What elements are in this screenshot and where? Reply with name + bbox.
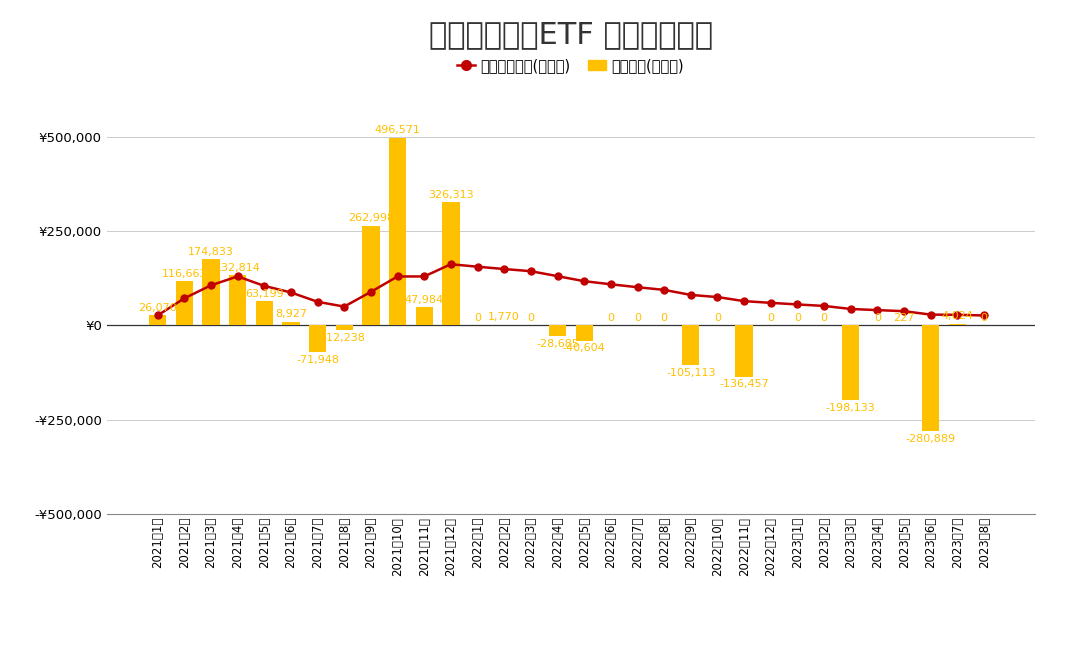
Bar [388,138,407,326]
Text: -198,133: -198,133 [826,403,876,413]
Bar [922,326,939,432]
Text: 174,833: 174,833 [188,246,234,256]
Text: 0: 0 [794,312,801,323]
Text: 116,663: 116,663 [161,269,207,279]
Bar [335,326,353,330]
Bar [735,326,753,377]
Text: 0: 0 [714,312,721,323]
Bar [256,301,273,326]
Bar [362,226,380,326]
Bar [682,326,700,365]
Text: 26,070: 26,070 [139,303,177,313]
Text: 0: 0 [981,312,988,323]
Text: 0: 0 [607,312,615,323]
Bar [282,322,300,326]
Text: 8,927: 8,927 [275,309,307,320]
Text: 0: 0 [874,312,881,323]
Bar [149,316,166,326]
Text: 4,024: 4,024 [941,311,973,321]
Bar [442,202,460,326]
Bar [949,324,966,326]
Bar [495,325,513,326]
Text: 0: 0 [767,312,775,323]
Text: 262,998: 262,998 [348,214,394,223]
Text: 1,770: 1,770 [489,312,520,322]
Text: -12,238: -12,238 [323,333,366,343]
Bar [176,281,193,326]
Text: 63,199: 63,199 [244,289,284,299]
Text: -40,604: -40,604 [562,343,606,353]
Text: 0: 0 [527,312,535,323]
Text: 0: 0 [474,312,481,323]
Bar [308,326,327,353]
Text: 47,984: 47,984 [404,295,444,304]
Text: 0: 0 [821,312,828,323]
Bar [575,326,593,341]
Text: 326,313: 326,313 [428,190,474,200]
Bar [842,326,860,400]
Text: -280,889: -280,889 [906,434,956,444]
Text: 0: 0 [660,312,668,323]
Bar [203,260,220,326]
Bar [229,275,246,326]
Text: -71,948: -71,948 [296,355,339,365]
Text: -105,113: -105,113 [666,368,716,378]
Bar [415,307,433,326]
Bar [548,326,567,336]
Text: 0: 0 [634,312,641,323]
Text: 227: 227 [893,312,914,322]
Text: -28,685: -28,685 [536,339,579,349]
Legend: 平均実現損益(利確額), 実現損益(利確額): 平均実現損益(利確額), 実現損益(利確額) [451,52,690,79]
Title: トライオートETF 月別実現損益: トライオートETF 月別実現損益 [429,20,713,49]
Text: 496,571: 496,571 [375,125,420,135]
Text: 132,814: 132,814 [214,262,260,273]
Text: -136,457: -136,457 [719,380,769,389]
